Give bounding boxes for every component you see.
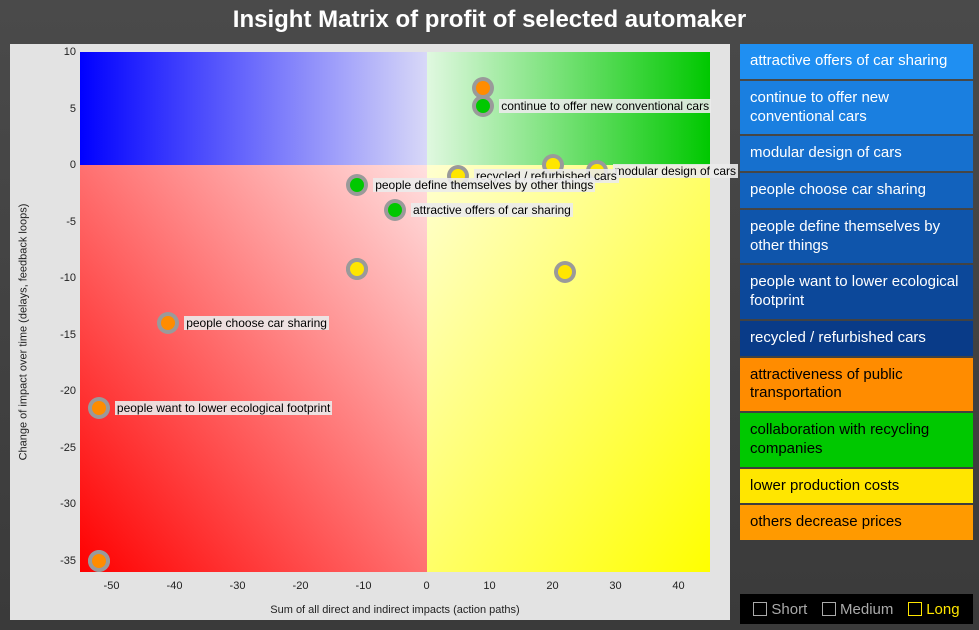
time-horizon-label: Short: [771, 601, 807, 618]
legend-item[interactable]: modular design of cars: [740, 136, 973, 171]
time-horizon-label: Long: [926, 601, 959, 618]
y-tick: -10: [52, 272, 76, 284]
data-point[interactable]: [88, 397, 110, 419]
data-point-label: continue to offer new conventional cars: [499, 99, 711, 113]
y-tick: -5: [52, 216, 76, 228]
y-tick: -15: [52, 329, 76, 341]
quadrant: [80, 165, 427, 572]
legend-item[interactable]: attractiveness of public transportation: [740, 358, 973, 412]
y-tick: -30: [52, 498, 76, 510]
data-point-label: people want to lower ecological footprin…: [115, 401, 332, 415]
legend-item[interactable]: others decrease prices: [740, 505, 973, 540]
legend-item[interactable]: continue to offer new conventional cars: [740, 81, 973, 135]
x-tick: -20: [293, 580, 309, 592]
data-point-label: modular design of cars: [613, 164, 738, 178]
data-point[interactable]: [384, 199, 406, 221]
data-point-label: people define themselves by other things: [373, 178, 595, 192]
plot-region: continue to offer new conventional carsm…: [80, 52, 710, 572]
y-axis-label: Change of impact over time (delays, feed…: [14, 44, 32, 620]
page-title: Insight Matrix of profit of selected aut…: [0, 6, 979, 34]
time-horizon-label: Medium: [840, 601, 893, 618]
legend-item[interactable]: people want to lower ecological footprin…: [740, 265, 973, 319]
y-tick: 0: [52, 159, 76, 171]
legend-item[interactable]: people choose car sharing: [740, 173, 973, 208]
x-tick: -30: [230, 580, 246, 592]
y-tick: 5: [52, 103, 76, 115]
time-horizon-option[interactable]: Medium: [822, 601, 893, 618]
legend: attractive offers of car sharingcontinue…: [740, 44, 973, 540]
quadrant: [80, 52, 427, 165]
y-tick: -20: [52, 385, 76, 397]
chart-area: Change of impact over time (delays, feed…: [10, 44, 730, 620]
x-tick: -40: [167, 580, 183, 592]
legend-item[interactable]: collaboration with recycling companies: [740, 413, 973, 467]
data-point[interactable]: [346, 258, 368, 280]
checkbox-icon: [822, 602, 836, 616]
y-tick: 10: [52, 46, 76, 58]
data-point[interactable]: [472, 95, 494, 117]
x-tick: 10: [483, 580, 495, 592]
quadrant: [427, 165, 711, 572]
data-point[interactable]: [554, 261, 576, 283]
time-horizon-option[interactable]: Long: [908, 601, 959, 618]
checkbox-icon: [908, 602, 922, 616]
app-frame: Insight Matrix of profit of selected aut…: [0, 0, 979, 630]
x-axis-label: Sum of all direct and indirect impacts (…: [80, 604, 710, 616]
x-tick: 0: [423, 580, 429, 592]
data-point[interactable]: [88, 550, 110, 572]
data-point-label: attractive offers of car sharing: [411, 203, 573, 217]
x-tick: 20: [546, 580, 558, 592]
x-tick: -50: [104, 580, 120, 592]
legend-item[interactable]: recycled / refurbished cars: [740, 321, 973, 356]
x-tick: 30: [609, 580, 621, 592]
x-tick: 40: [672, 580, 684, 592]
x-tick: -10: [356, 580, 372, 592]
data-point[interactable]: [346, 174, 368, 196]
data-point[interactable]: [157, 312, 179, 334]
data-point-label: people choose car sharing: [184, 316, 329, 330]
y-tick: -35: [52, 555, 76, 567]
legend-item[interactable]: people define themselves by other things: [740, 210, 973, 264]
legend-item[interactable]: lower production costs: [740, 469, 973, 504]
time-horizon-selector: Short Medium Long: [740, 594, 973, 624]
time-horizon-option[interactable]: Short: [753, 601, 807, 618]
checkbox-icon: [753, 602, 767, 616]
y-tick: -25: [52, 442, 76, 454]
legend-item[interactable]: attractive offers of car sharing: [740, 44, 973, 79]
